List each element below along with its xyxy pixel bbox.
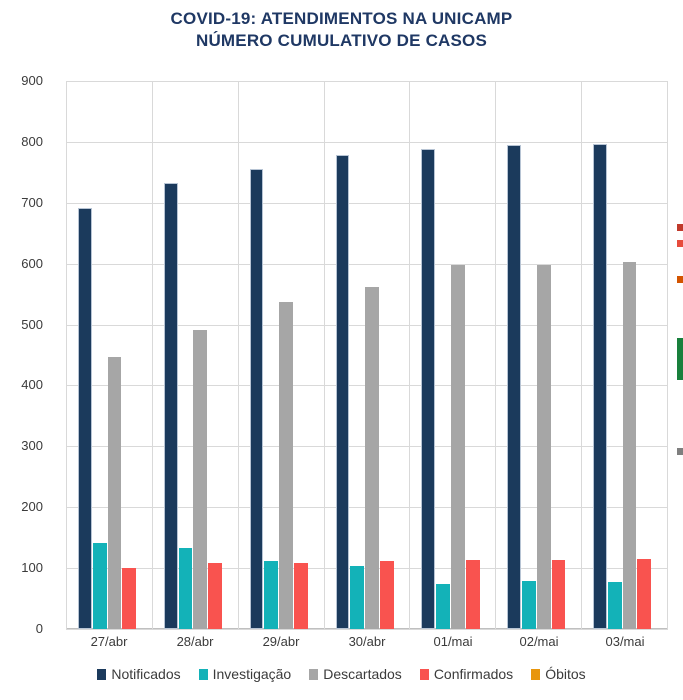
y-axis-tick-label: 800 xyxy=(21,133,43,149)
x-axis-tick-label: 28/abr xyxy=(176,634,214,649)
bar-group-bars xyxy=(325,81,410,629)
y-axis-tick-label: 400 xyxy=(21,377,43,393)
legend-item-investiga-o[interactable]: Investigação xyxy=(198,666,292,682)
bar-descartados-28-abr[interactable] xyxy=(193,330,208,629)
bar-investiga-o-01-mai[interactable] xyxy=(436,583,450,629)
legend-label: Notificados xyxy=(111,666,181,682)
side-panel-mark-red-2 xyxy=(677,240,683,247)
chart-title: COVID-19: ATENDIMENTOS NA UNICAMP NÚMERO… xyxy=(0,8,683,52)
bar-descartados-27-abr[interactable] xyxy=(107,357,122,629)
bar-investiga-o-30-abr[interactable] xyxy=(350,565,365,629)
bar-investiga-o-28-abr[interactable] xyxy=(178,548,193,629)
bar-confirmados-30-abr[interactable] xyxy=(379,561,394,629)
bar-confirmados-03-mai[interactable] xyxy=(637,558,652,629)
plot-area: 900 800 700 600 500 400 300 200 100 0 xyxy=(21,73,669,636)
bar-group-bars xyxy=(496,81,581,629)
legend-label: Óbitos xyxy=(545,666,586,682)
bar-investiga-o-27-abr[interactable] xyxy=(92,542,107,629)
bar-group xyxy=(409,81,495,629)
gridline xyxy=(66,263,668,265)
legend-swatch-icon xyxy=(419,668,429,680)
chart-title-line-1: COVID-19: ATENDIMENTOS NA UNICAMP xyxy=(170,9,513,28)
side-panel-mark-green xyxy=(677,338,683,380)
gridline xyxy=(66,202,668,204)
bar-confirmados-01-mai[interactable] xyxy=(465,559,480,629)
x-axis-tick-label: 27/abr xyxy=(90,634,128,649)
x-axis-tick-label: 01/mai xyxy=(433,634,473,649)
bar-group xyxy=(151,81,238,629)
y-axis-tick-label: 0 xyxy=(35,621,43,636)
bar-notificados-02-mai[interactable] xyxy=(507,144,522,629)
legend-label: Confirmados xyxy=(433,666,514,682)
bar-notificados-29-abr[interactable] xyxy=(249,168,264,629)
bar-investiga-o-02-mai[interactable] xyxy=(522,580,536,629)
side-panel-mark-red-1 xyxy=(677,224,683,231)
bar-group xyxy=(66,81,152,629)
bar-descartados-03-mai[interactable] xyxy=(622,261,637,629)
legend-item--bitos[interactable]: Óbitos xyxy=(531,666,586,682)
bar-group-bars xyxy=(239,81,324,629)
bar-group xyxy=(495,81,581,629)
bar-notificados-30-abr[interactable] xyxy=(335,155,350,629)
legend-swatch-icon xyxy=(531,668,541,680)
legend-swatch-icon xyxy=(198,668,208,680)
legend-item-descartados[interactable]: Descartados xyxy=(309,666,402,682)
bar-groups xyxy=(66,81,669,629)
y-axis-tick-label: 200 xyxy=(21,499,43,515)
bar-descartados-01-mai[interactable] xyxy=(450,264,465,629)
gridline xyxy=(66,141,668,143)
chart-legend: Notificados Investigação Descartados Confir… xyxy=(0,666,683,682)
bar-group-bars xyxy=(153,81,238,629)
legend-swatch-icon xyxy=(97,668,107,680)
bar-group xyxy=(323,81,410,629)
x-axis-tick-label: 03/mai xyxy=(605,634,645,649)
legend-swatch-icon xyxy=(309,668,319,680)
x-axis-tick-label: 29/abr xyxy=(262,634,300,649)
y-axis-tick-label: 500 xyxy=(21,316,43,332)
y-axis-tick-label: 300 xyxy=(21,438,43,454)
bar-confirmados-29-abr[interactable] xyxy=(294,563,308,629)
bar-confirmados-27-abr[interactable] xyxy=(122,567,137,629)
side-panel-mark-orange xyxy=(677,276,683,283)
bar-confirmados-28-abr[interactable] xyxy=(208,563,222,629)
y-axis-tick-label: 900 xyxy=(21,73,43,88)
bar-notificados-03-mai[interactable] xyxy=(593,143,607,629)
side-panel-mark-gray xyxy=(677,448,683,455)
bar-investiga-o-29-abr[interactable] xyxy=(264,561,279,629)
bar-descartados-02-mai[interactable] xyxy=(536,264,551,629)
y-axis-tick-label: 700 xyxy=(21,194,43,210)
legend-item-confirmados[interactable]: Confirmados xyxy=(419,666,514,682)
bar-notificados-27-abr[interactable] xyxy=(78,207,92,629)
bar-group-bars xyxy=(582,81,667,629)
legend-label: Descartados xyxy=(323,666,402,682)
bar-descartados-30-abr[interactable] xyxy=(365,287,379,629)
bar-group xyxy=(237,81,324,629)
bar-investiga-o-03-mai[interactable] xyxy=(607,582,622,629)
chart-title-line-2: NÚMERO CUMULATIVO DE CASOS xyxy=(195,31,488,50)
legend-label: Investigação xyxy=(212,666,292,682)
gridline xyxy=(66,629,668,630)
bar-group-bars xyxy=(67,81,152,629)
legend-item-notificados[interactable]: Notificados xyxy=(97,666,181,682)
gridline xyxy=(66,81,668,82)
bar-confirmados-02-mai[interactable] xyxy=(551,559,566,629)
y-axis-tick-label: 600 xyxy=(21,255,43,271)
y-axis-tick-label: 100 xyxy=(21,560,43,576)
bar-notificados-28-abr[interactable] xyxy=(163,183,178,629)
x-axis-tick-label: 02/mai xyxy=(519,634,559,649)
bar-notificados-01-mai[interactable] xyxy=(421,149,436,629)
bar-descartados-29-abr[interactable] xyxy=(279,302,294,629)
x-axis-tick-label: 30/abr xyxy=(348,634,386,649)
x-axis-labels: 27/abr 28/abr 29/abr 30/abr 01/mai 02/mai 03/m… xyxy=(66,634,668,649)
cropped-side-panel xyxy=(675,210,683,480)
bar-group-bars xyxy=(410,81,495,629)
bar-group xyxy=(581,81,669,629)
